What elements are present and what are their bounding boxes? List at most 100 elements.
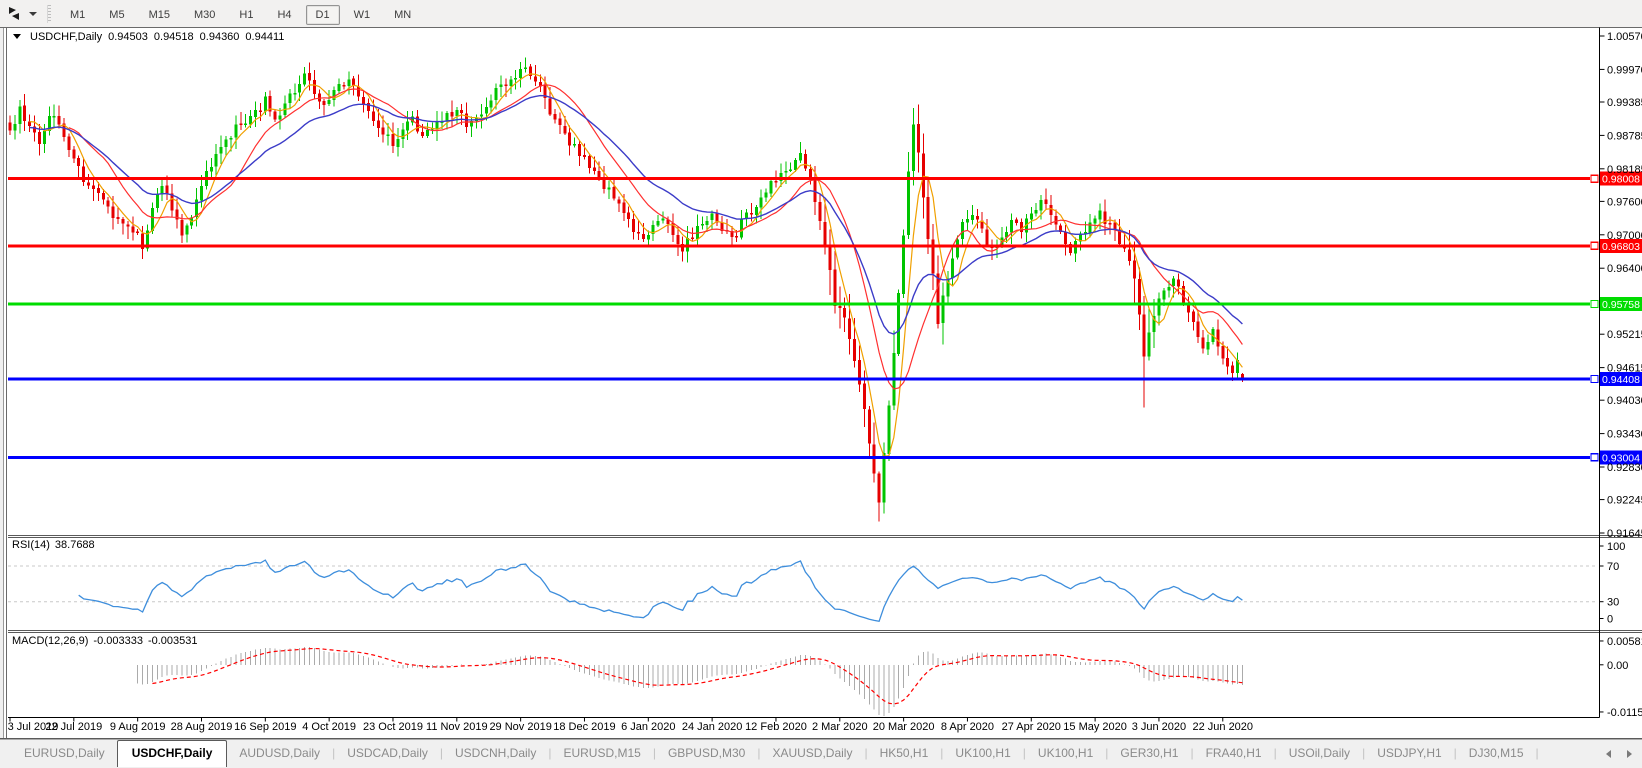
ma-fast-line[interactable] (29, 73, 1243, 457)
tab-separator: | (940, 746, 944, 760)
quote-high: 0.94518 (153, 31, 194, 43)
svg-text:0.98185: 0.98185 (1607, 164, 1642, 176)
rsi-name: RSI(14) (12, 539, 50, 551)
svg-text:0.99385: 0.99385 (1607, 97, 1642, 109)
svg-text:3 Jul 2019: 3 Jul 2019 (8, 721, 59, 733)
tab-separator: | (652, 746, 656, 760)
svg-text:0.96803: 0.96803 (1602, 241, 1640, 253)
chart-title-symbol: USDCHF,Daily (30, 31, 103, 43)
timeframe-button-H1[interactable]: H1 (239, 8, 254, 21)
tab-separator: | (864, 746, 868, 760)
tab-uk100-h1[interactable]: UK100,H1 (1037, 746, 1094, 760)
rsi-value: 38.7688 (54, 539, 95, 551)
svg-text:22 Jun 2020: 22 Jun 2020 (1192, 721, 1253, 733)
chart-window: 0.98008 0.96803 0.95758 0.94408 0.93004 1.005… (0, 27, 1642, 739)
candlesticks[interactable] (8, 57, 1244, 522)
svg-text:9 Aug 2019: 9 Aug 2019 (110, 721, 166, 733)
dropdown-caret-icon[interactable] (29, 11, 37, 16)
tab-usdcnh-daily[interactable]: USDCNH,Daily (455, 746, 537, 760)
svg-text:0.005818: 0.005818 (1607, 636, 1642, 648)
tab-hk50-h1[interactable]: HK50,H1 (879, 746, 929, 760)
svg-text:28 Aug 2019: 28 Aug 2019 (171, 721, 233, 733)
svg-text:0: 0 (1607, 614, 1613, 626)
chart-menu-caret-icon[interactable] (13, 34, 21, 39)
chart-shift-icon[interactable] (4, 5, 24, 22)
tab-separator: | (757, 746, 761, 760)
svg-text:20 Mar 2020: 20 Mar 2020 (873, 721, 935, 733)
rsi-panel[interactable]: 100 70 30 0 (8, 541, 1625, 626)
svg-text:29 Nov 2019: 29 Nov 2019 (489, 721, 551, 733)
tab-usdchf-daily[interactable]: USDCHF,Daily (116, 740, 228, 767)
hline-0.96803[interactable]: 0.96803 (8, 238, 1642, 253)
macd-panel[interactable]: 0.005818 0.00 -0.011514 (137, 636, 1642, 719)
hline-0.93004[interactable]: 0.93004 (8, 450, 1642, 465)
macd-main-value: -0.003333 (93, 635, 143, 647)
tab-scroll-right-icon[interactable] (1627, 750, 1632, 758)
timeframe-button-H4[interactable]: H4 (277, 8, 292, 21)
tab-audusd-daily[interactable]: AUDUSD,Daily (239, 746, 321, 760)
chart-canvas[interactable]: 0.98008 0.96803 0.95758 0.94408 0.93004 1.005… (0, 27, 1642, 739)
svg-text:15 May 2020: 15 May 2020 (1063, 721, 1127, 733)
tab-uk100-h1[interactable]: UK100,H1 (955, 746, 1011, 760)
svg-text:12 Feb 2020: 12 Feb 2020 (745, 721, 807, 733)
tab-fra40-h1[interactable]: FRA40,H1 (1205, 746, 1262, 760)
ma-slow-line[interactable] (29, 94, 1243, 335)
tab-scroll-left-icon[interactable] (1606, 750, 1611, 758)
quote-open: 0.94503 (108, 31, 148, 43)
macd-histogram (137, 647, 1243, 716)
tab-gbpusd-m30[interactable]: GBPUSD,M30 (667, 746, 746, 760)
symbol-tabs: EURUSD,Daily USDCHF,Daily AUDUSD,Daily | USD… (12, 740, 1539, 767)
tab-separator: | (548, 746, 552, 760)
tab-ger30-h1[interactable]: GER30,H1 (1120, 746, 1179, 760)
hline-0.98008[interactable]: 0.98008 (8, 171, 1642, 186)
macd-signal-line[interactable] (152, 647, 1243, 705)
tab-usdjpy-h1[interactable]: USDJPY,H1 (1377, 746, 1442, 760)
tab-eurusd-m15[interactable]: EURUSD,M15 (563, 746, 641, 760)
svg-text:6 Jan 2020: 6 Jan 2020 (621, 721, 675, 733)
rsi-line[interactable] (78, 559, 1243, 623)
tab-eurusd-daily[interactable]: EURUSD,Daily (24, 746, 105, 760)
svg-text:22 Jul 2019: 22 Jul 2019 (45, 721, 102, 733)
svg-text:18 Dec 2019: 18 Dec 2019 (553, 721, 615, 733)
svg-text:4 Oct 2019: 4 Oct 2019 (302, 721, 356, 733)
timeframe-button-M15[interactable]: M15 (148, 8, 170, 21)
timeframe-button-MN[interactable]: MN (394, 8, 412, 21)
timeframe-button-W1[interactable]: W1 (353, 8, 371, 21)
svg-text:-0.011514: -0.011514 (1607, 707, 1642, 719)
timeframe-button-M30[interactable]: M30 (193, 8, 216, 21)
timeframe-button-D1[interactable]: D1 (305, 4, 340, 25)
macd-indicator-label: MACD(12,26,9) -0.003333 -0.003531 (12, 635, 198, 647)
svg-text:30: 30 (1607, 597, 1619, 609)
tab-usdcad-daily[interactable]: USDCAD,Daily (347, 746, 428, 760)
tab-dj30-m15[interactable]: DJ30,M15 (1468, 746, 1524, 760)
tab-xauusd-daily[interactable]: XAUUSD,Daily (772, 746, 853, 760)
tab-separator: | (439, 746, 443, 760)
tab-separator: | (332, 746, 336, 760)
timeframe-toolbar: M1 M5 M15 M30 H1 H4 D1 W1 MN (0, 0, 1642, 27)
tab-separator: | (1190, 746, 1194, 760)
svg-text:11 Nov 2019: 11 Nov 2019 (426, 721, 488, 733)
hline-0.94408[interactable]: 0.94408 (8, 372, 1642, 387)
svg-text:0.00: 0.00 (1607, 660, 1628, 672)
svg-text:23 Oct 2019: 23 Oct 2019 (363, 721, 423, 733)
panel-separators (8, 535, 1642, 718)
ma-mid-line[interactable] (68, 84, 1243, 390)
svg-text:100: 100 (1607, 541, 1625, 553)
timeframe-button-M1[interactable]: M1 (70, 8, 86, 21)
timeframe-button-M5[interactable]: M5 (109, 8, 125, 21)
quote-close: 0.94411 (245, 31, 285, 43)
svg-text:0.94615: 0.94615 (1607, 363, 1642, 375)
tab-usoil-daily[interactable]: USOil,Daily (1288, 746, 1351, 760)
hline-0.95758[interactable]: 0.95758 (8, 296, 1642, 311)
